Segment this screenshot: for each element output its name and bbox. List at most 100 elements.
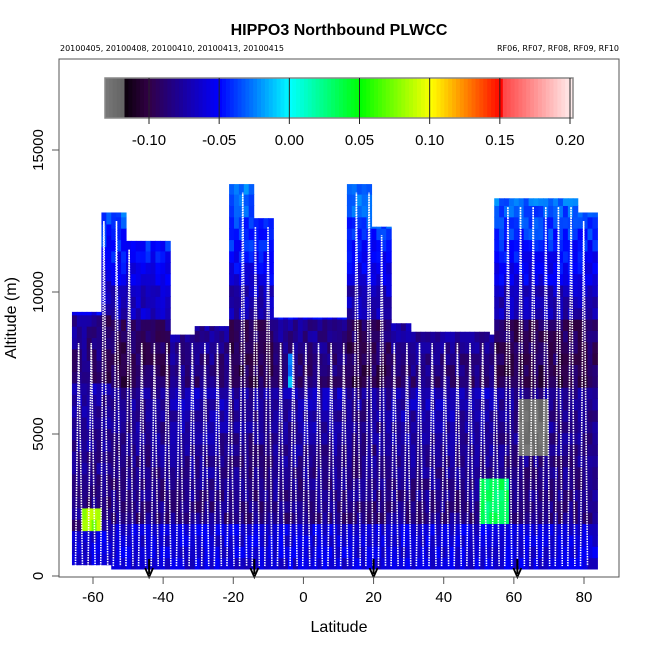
- heatmap-cell: [508, 205, 515, 218]
- heatmap-cell: [356, 284, 363, 297]
- heatmap-cell: [592, 250, 598, 263]
- heatmap-cell: [381, 284, 387, 297]
- heatmap-cell: [307, 478, 314, 490]
- heatmap-cell: [233, 307, 240, 320]
- heatmap-cell: [278, 546, 284, 559]
- heatmap-cell: [548, 534, 554, 547]
- heatmap-cell: [489, 409, 495, 422]
- heatmap-cell: [577, 455, 584, 468]
- heatmap-cell: [538, 489, 544, 502]
- heatmap-cell: [582, 250, 589, 263]
- heatmap-cell: [121, 212, 127, 218]
- heatmap-cell: [248, 534, 255, 547]
- heatmap-cell: [160, 443, 166, 456]
- heatmap-cell: [273, 534, 279, 547]
- heatmap-cell: [307, 353, 314, 366]
- heatmap-cell: [155, 546, 161, 559]
- heatmap-cell: [582, 273, 589, 286]
- heatmap-cell: [396, 478, 402, 490]
- heatmap-cell: [543, 432, 549, 445]
- heatmap-cell: [184, 387, 191, 400]
- heatmap-cell: [386, 398, 392, 411]
- heatmap-cell: [135, 500, 142, 513]
- heatmap-cell: [214, 534, 220, 547]
- heatmap-cell: [361, 398, 368, 411]
- heatmap-cell: [420, 331, 427, 343]
- heatmap-cell: [582, 443, 589, 456]
- heatmap-cell: [371, 318, 377, 331]
- heatmap-cell: [508, 387, 515, 400]
- heatmap-cell: [391, 323, 397, 331]
- heatmap-cell: [204, 398, 211, 411]
- heatmap-cell: [175, 341, 181, 354]
- heatmap-cell: [474, 478, 481, 490]
- heatmap-cell: [219, 455, 225, 468]
- heatmap-layer: [71, 184, 598, 570]
- heatmap-cell: [307, 466, 314, 479]
- heatmap-cell: [179, 409, 186, 422]
- heatmap-cell: [253, 375, 260, 388]
- heatmap-cell: [523, 273, 530, 286]
- heatmap-cell: [523, 228, 530, 241]
- heatmap-cell: [268, 218, 274, 229]
- heatmap-cell: [479, 375, 485, 388]
- heatmap-cell: [170, 443, 176, 456]
- heatmap-cell: [562, 557, 569, 570]
- heatmap-cell: [587, 296, 594, 309]
- heatmap-cell: [233, 557, 240, 570]
- heatmap-cell: [184, 341, 191, 354]
- heatmap-cell: [238, 443, 245, 456]
- heatmap-cell: [238, 478, 245, 490]
- heatmap-cell: [125, 534, 132, 547]
- heatmap-cell: [342, 421, 348, 434]
- heatmap-cell: [125, 421, 132, 434]
- heatmap-cell: [263, 250, 269, 263]
- colorbar-cell: [366, 78, 371, 118]
- heatmap-cell: [96, 360, 103, 373]
- heatmap-cell: [533, 375, 540, 388]
- heatmap-cell: [499, 546, 505, 559]
- heatmap-cell: [155, 443, 161, 456]
- heatmap-cell: [558, 546, 564, 559]
- heatmap-cell: [430, 546, 436, 559]
- heatmap-cell: [361, 409, 368, 422]
- heatmap-cell: [160, 512, 166, 525]
- heatmap-cell: [592, 523, 598, 536]
- heatmap-cell: [469, 331, 476, 343]
- heatmap-cell: [209, 455, 215, 468]
- heatmap-cell: [366, 534, 373, 547]
- heatmap-cell: [253, 228, 260, 241]
- heatmap-cell: [445, 364, 451, 377]
- heatmap-cell: [504, 523, 510, 536]
- heatmap-cell: [396, 523, 402, 536]
- heatmap-cell: [243, 284, 250, 297]
- heatmap-cell: [170, 523, 176, 536]
- heatmap-cell: [494, 228, 500, 241]
- heatmap-cell: [253, 557, 260, 570]
- heatmap-cell: [489, 455, 495, 468]
- heatmap-cell: [464, 331, 471, 343]
- heatmap-cell: [420, 546, 427, 559]
- flight-path: [112, 220, 122, 567]
- heatmap-cell: [263, 523, 269, 536]
- heatmap-cell: [111, 212, 117, 218]
- heatmap-cell: [484, 421, 490, 434]
- heatmap-cell: [582, 557, 589, 570]
- heatmap-cell: [400, 432, 407, 445]
- heatmap-cell: [209, 330, 215, 343]
- heatmap-cell: [543, 512, 549, 525]
- heatmap-cell: [371, 409, 377, 422]
- heatmap-cell: [356, 273, 363, 286]
- heatmap-cell: [361, 364, 368, 377]
- heatmap-cell: [229, 239, 235, 252]
- heatmap-cell: [327, 500, 333, 513]
- heatmap-cell: [233, 262, 240, 275]
- heatmap-cell: [111, 318, 117, 331]
- heatmap-cell: [454, 466, 461, 479]
- heatmap-cell: [484, 500, 490, 513]
- heatmap-cell: [106, 507, 112, 520]
- heatmap-cell: [548, 557, 554, 570]
- heatmap-cell: [263, 330, 269, 343]
- colorbar-cell: [167, 78, 172, 118]
- heatmap-cell: [337, 318, 343, 331]
